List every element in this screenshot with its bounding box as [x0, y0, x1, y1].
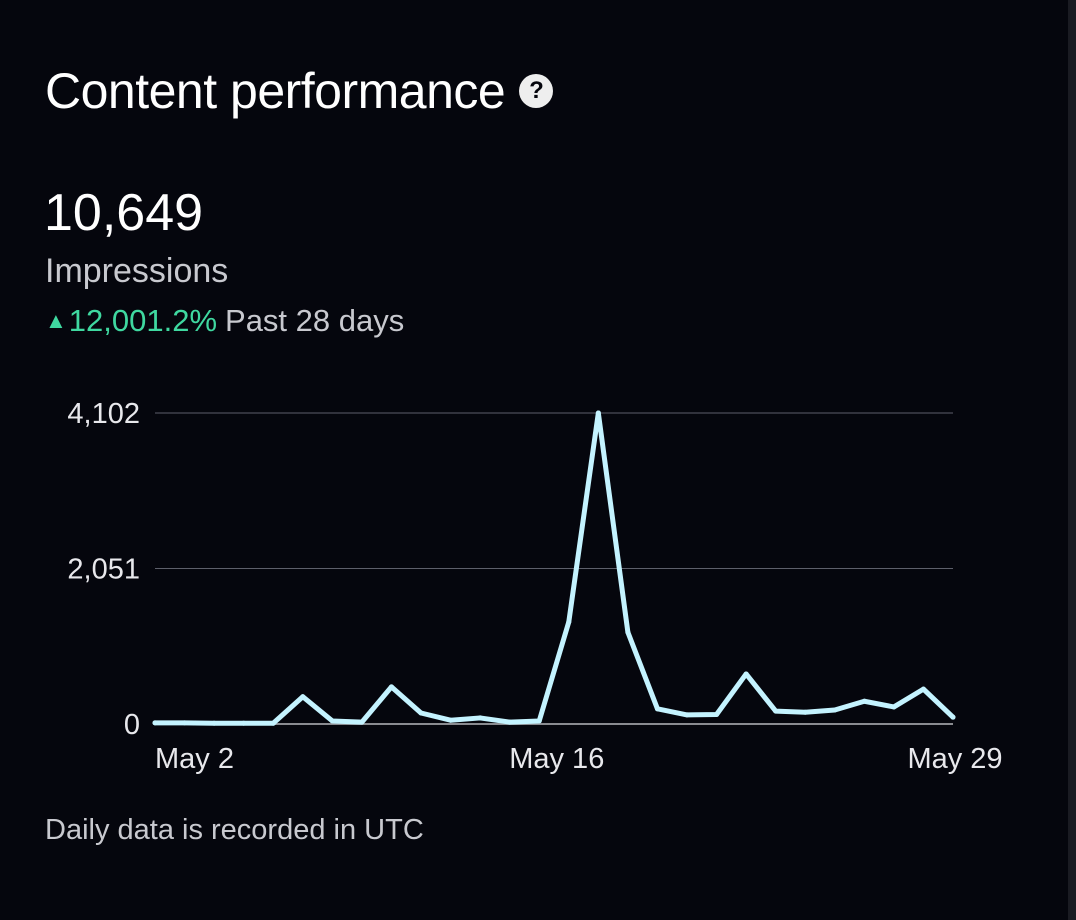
impressions-value: 10,649 — [44, 184, 204, 242]
y-tick-label: 4,102 — [67, 398, 140, 430]
data-point — [832, 707, 838, 713]
data-point — [536, 718, 542, 724]
data-point — [211, 720, 217, 726]
title-text: Content performance — [45, 63, 506, 119]
data-point — [507, 719, 513, 725]
footer-note: Daily data is recorded in UTC — [45, 814, 424, 846]
data-point — [861, 698, 867, 704]
change-percent: 12,001.2% — [68, 303, 218, 338]
data-point — [802, 709, 808, 715]
x-tick-label: May 16 — [509, 743, 604, 775]
data-point — [300, 694, 306, 700]
data-point — [477, 715, 483, 721]
data-point — [329, 718, 335, 724]
data-point — [684, 712, 690, 718]
y-tick-label: 2,051 — [67, 554, 140, 586]
data-point — [418, 710, 424, 716]
data-point — [388, 684, 394, 690]
data-point — [743, 671, 749, 677]
data-point — [182, 720, 188, 726]
data-point — [359, 719, 365, 725]
series-line — [152, 410, 956, 726]
data-point — [950, 714, 956, 720]
data-point — [595, 410, 601, 416]
scrollbar-edge — [1068, 0, 1076, 920]
data-point — [714, 712, 720, 718]
data-point — [773, 708, 779, 714]
data-point — [270, 720, 276, 726]
data-point — [654, 706, 660, 712]
data-point — [625, 629, 631, 635]
data-point — [448, 717, 454, 723]
x-tick-label: May 2 — [155, 743, 234, 775]
impressions-label: Impressions — [45, 252, 229, 290]
y-tick-label: 0 — [124, 709, 140, 741]
data-point — [566, 619, 572, 625]
data-point — [920, 686, 926, 692]
change-row: ▲ 12,001.2% Past 28 days — [45, 303, 404, 339]
question-circle-icon[interactable]: ? — [519, 74, 554, 108]
data-point — [241, 720, 247, 726]
page-title: Content performance ? — [45, 62, 554, 120]
data-point — [152, 720, 158, 726]
triangle-up-icon: ▲ — [45, 308, 67, 333]
data-point — [891, 704, 897, 710]
change-period: Past 28 days — [225, 303, 405, 338]
x-tick-label: May 29 — [907, 743, 1002, 775]
